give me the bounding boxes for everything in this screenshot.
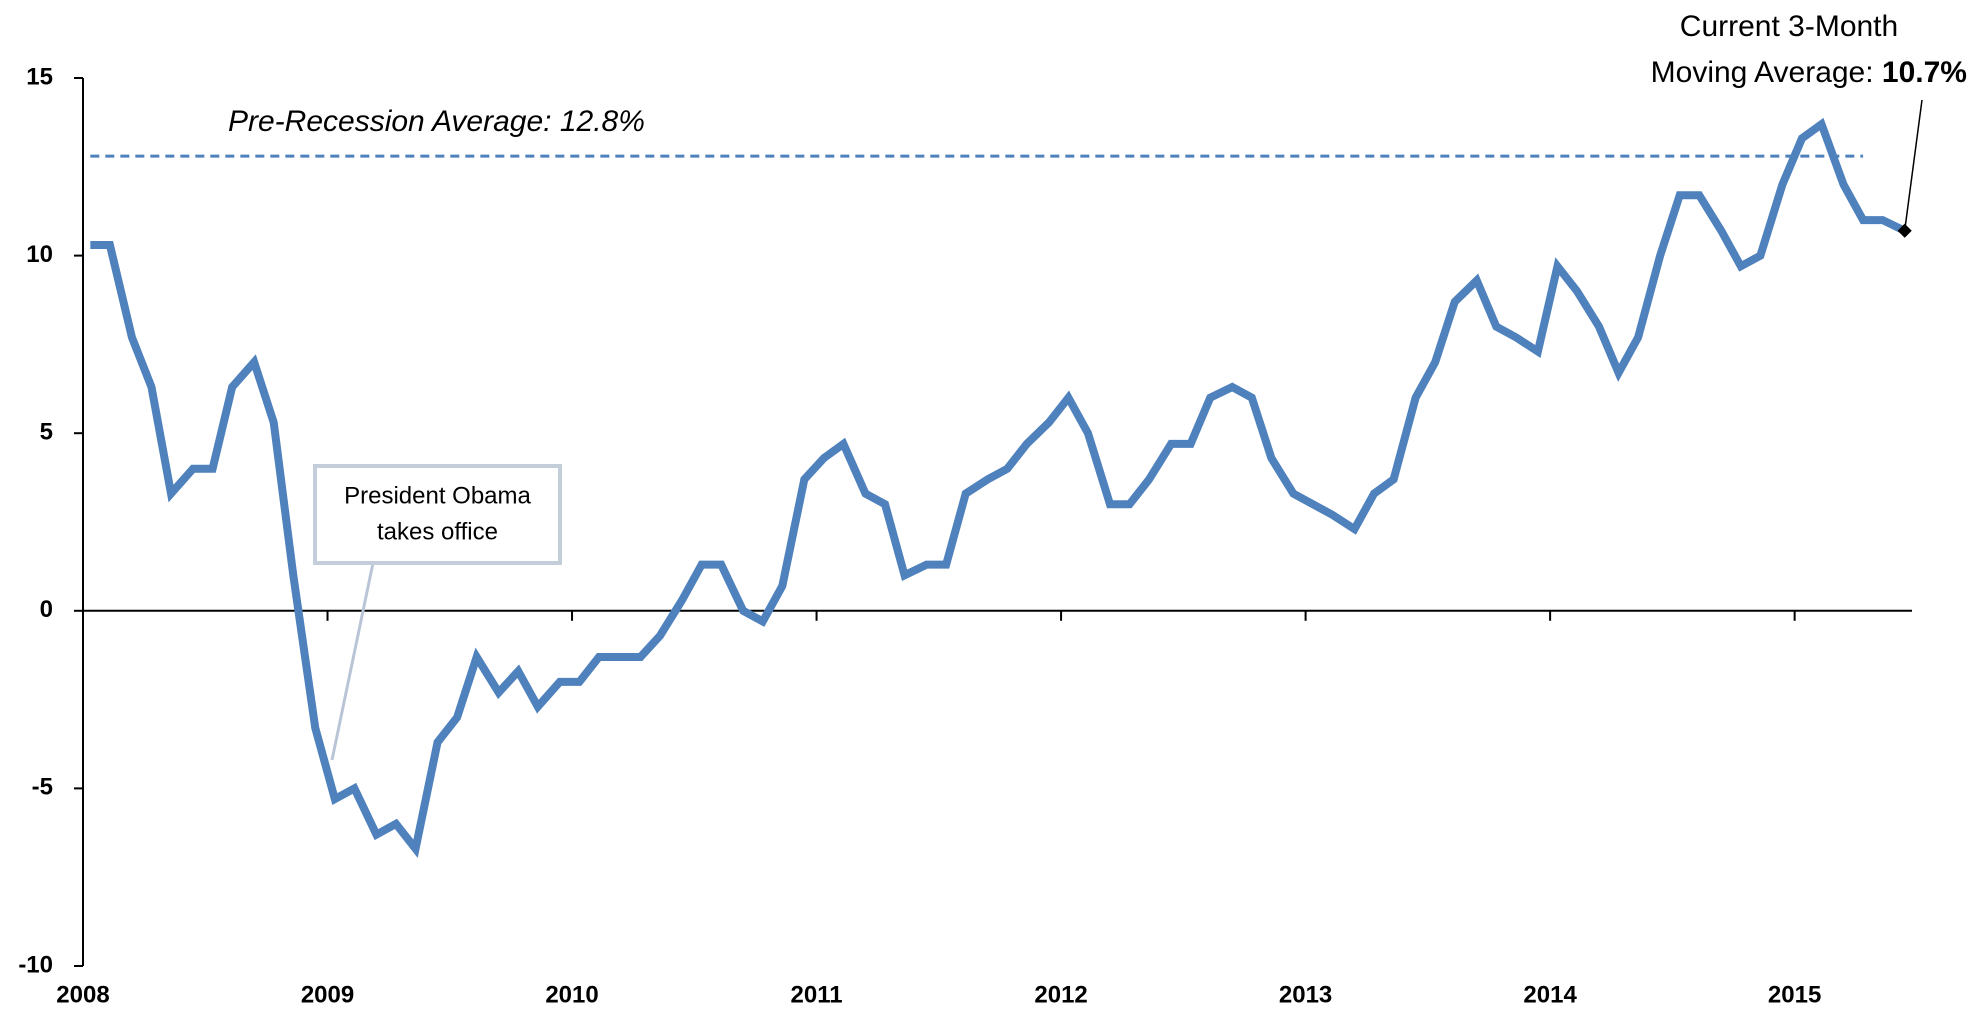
callout-pointer bbox=[330, 562, 375, 761]
annotation-text: Moving Average: 10.7% bbox=[1651, 56, 1967, 89]
annotation-text-part: Moving Average: bbox=[1651, 56, 1874, 89]
y-tick-label: 10 bbox=[26, 241, 53, 268]
x-tick-label: 2012 bbox=[1034, 981, 1087, 1008]
callout-box bbox=[313, 464, 562, 565]
data-line bbox=[90, 117, 1907, 859]
x-tick-label: 2011 bbox=[791, 981, 843, 1008]
x-tick-label: 2010 bbox=[545, 981, 598, 1008]
callout-text: President Obama bbox=[344, 482, 531, 509]
annotation-value: 10.7% bbox=[1882, 56, 1967, 89]
last-point bbox=[1897, 223, 1912, 238]
callout-text: takes office bbox=[377, 518, 498, 545]
y-tick-label: -10 bbox=[18, 951, 53, 978]
x-tick-label: 2008 bbox=[56, 981, 109, 1008]
annotation-text: Current 3-Month bbox=[1680, 10, 1898, 43]
y-tick-label: 5 bbox=[40, 419, 53, 446]
y-tick-label: 15 bbox=[26, 63, 53, 90]
x-tick-label: 2013 bbox=[1279, 981, 1332, 1008]
annotation-pointer bbox=[1903, 99, 1923, 231]
x-tick-label: 2009 bbox=[301, 981, 354, 1008]
x-tick-label: 2014 bbox=[1523, 981, 1577, 1008]
x-tick-label: 2015 bbox=[1768, 981, 1821, 1008]
y-tick-label: -5 bbox=[32, 774, 53, 801]
reference-label: Pre-Recession Average: 12.8% bbox=[228, 105, 645, 138]
y-tick-label: 0 bbox=[40, 596, 53, 623]
